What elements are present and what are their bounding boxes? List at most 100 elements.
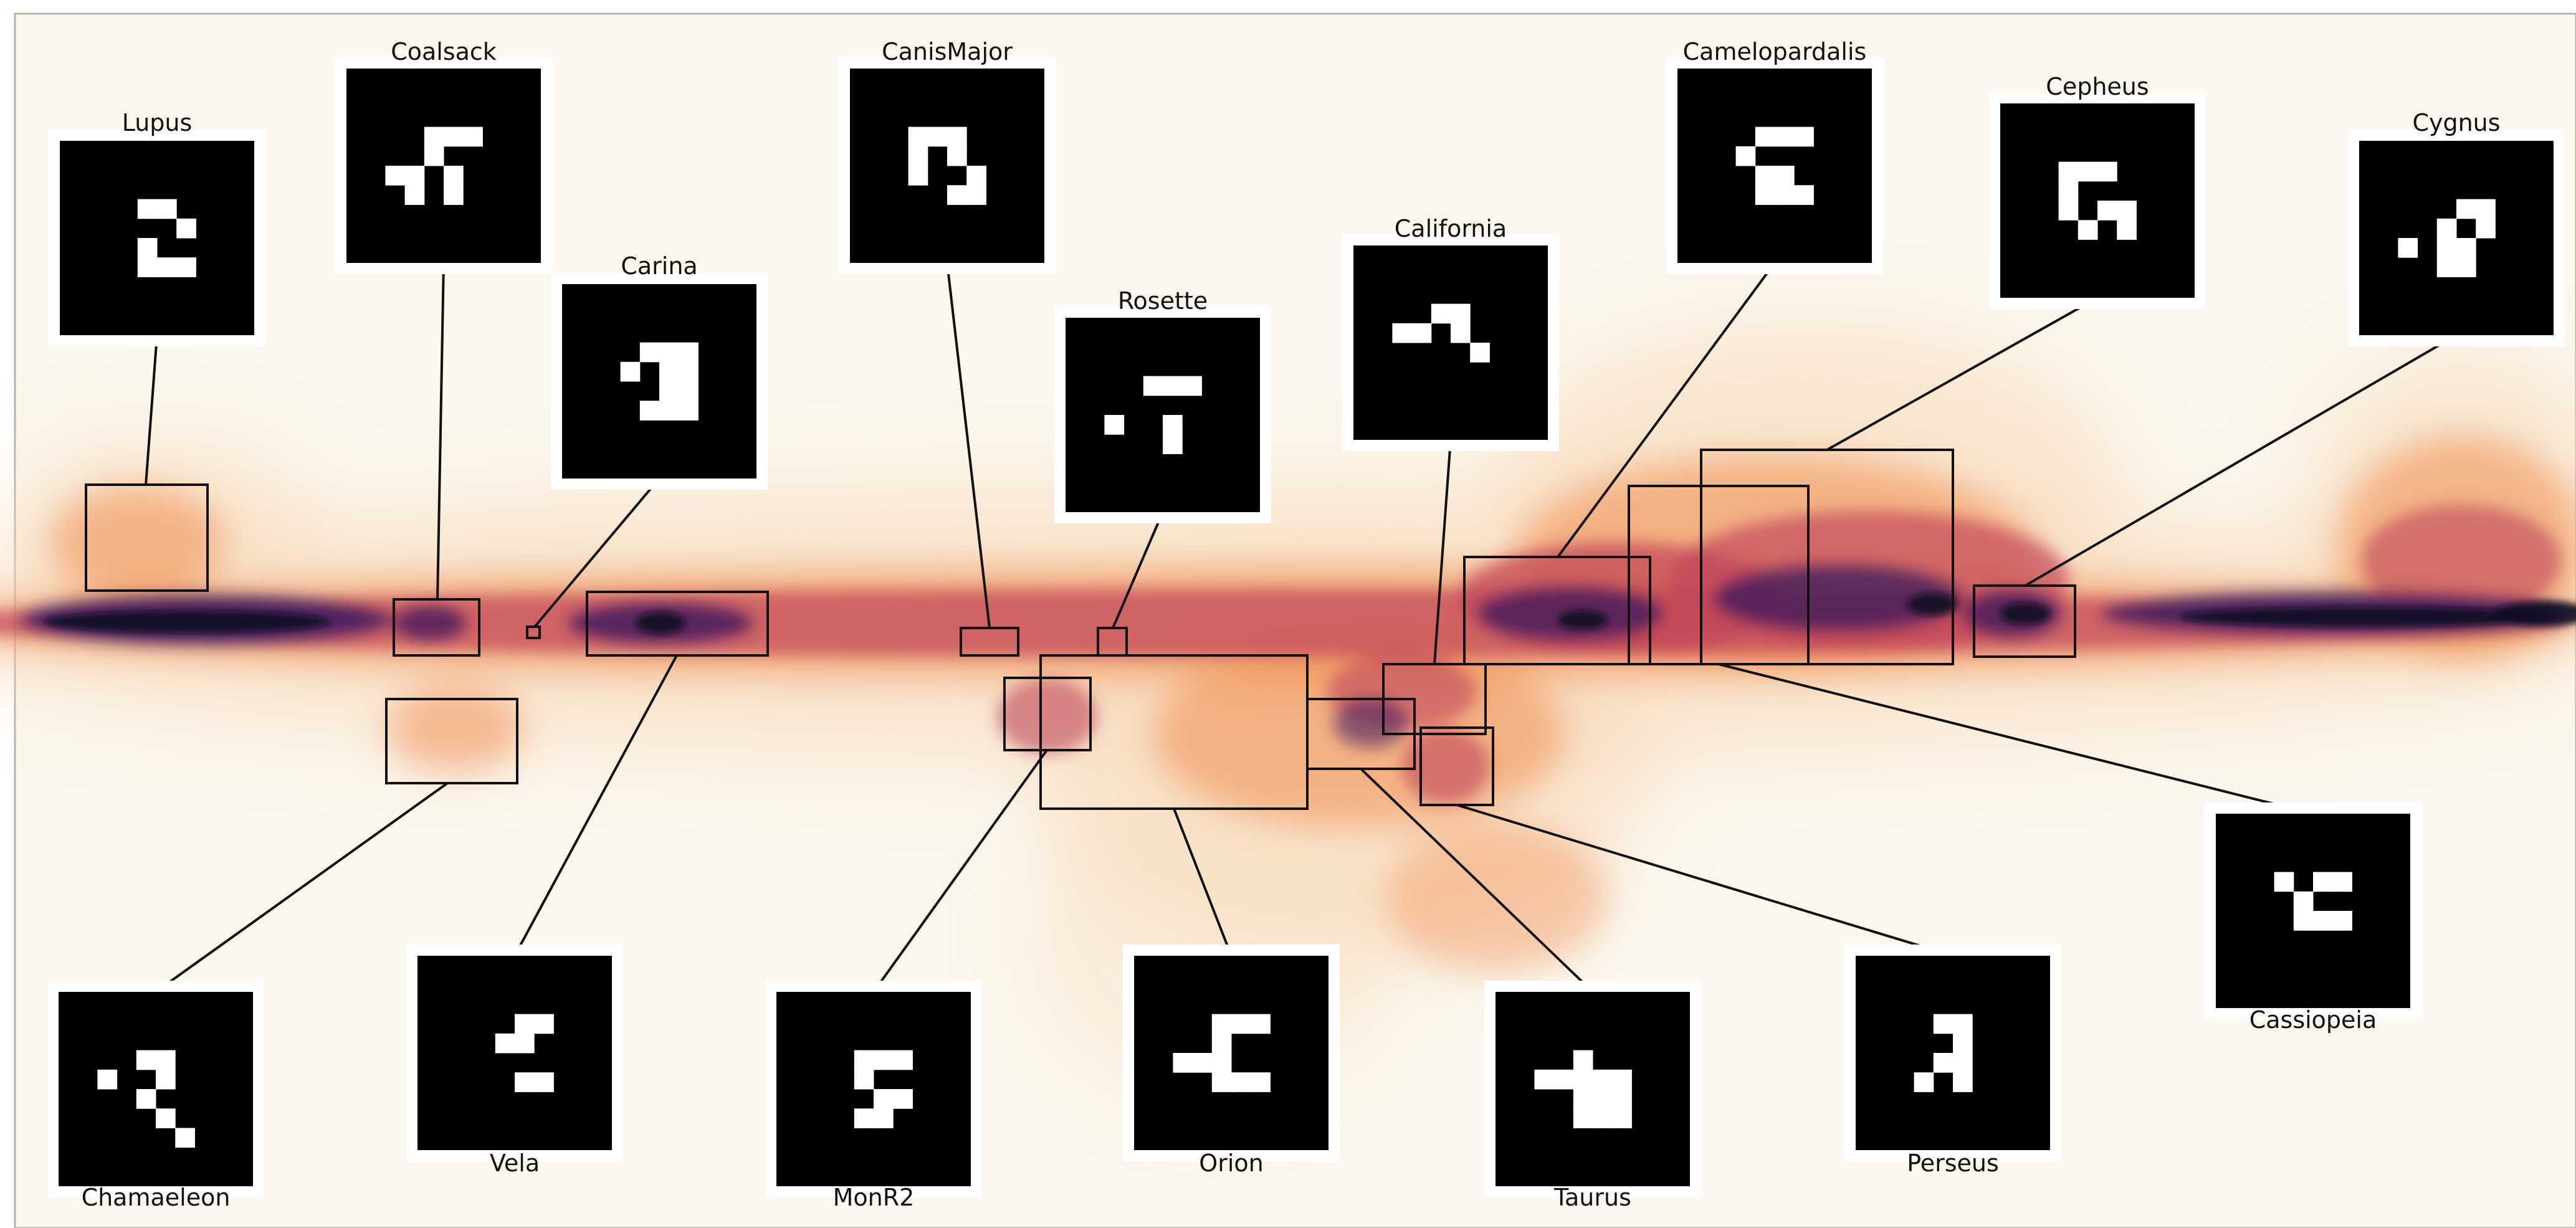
thumbnail-cassiopeia: Cassiopeia	[2205, 802, 2421, 1034]
thumbnail-pixel	[1593, 1089, 1613, 1109]
thumbnail-pixel	[424, 146, 444, 166]
thumbnail-canismajor: CanisMajor	[839, 38, 1056, 274]
thumbnail-pixel	[679, 342, 699, 363]
thumbnail-pixel	[1534, 1069, 1555, 1090]
thumbnail-pixel	[1593, 1108, 1613, 1128]
label-carina: Carina	[621, 252, 697, 280]
thumbnail-pixel	[1231, 1014, 1251, 1034]
label-cassiopeia: Cassiopeia	[2249, 1006, 2377, 1034]
thumbnail-pixel	[620, 361, 641, 382]
label-vela: Vela	[490, 1149, 540, 1177]
thumbnail-pixel	[463, 126, 483, 147]
thumbnail-pixel	[659, 342, 679, 363]
thumbnail-pixel	[404, 185, 425, 205]
thumbnail-pixel	[515, 1033, 535, 1054]
leader-line-chamaeleon	[155, 782, 449, 993]
thumbnail-pixel	[156, 1069, 176, 1090]
thumbnail-pixel	[2313, 911, 2333, 931]
leader-line-orion	[1173, 808, 1233, 956]
thumbnail-pixel	[966, 166, 986, 186]
region-box-coalsack	[393, 598, 480, 657]
thumbnail-pixel	[157, 199, 177, 219]
thumbnail-pixel	[679, 361, 699, 382]
thumbnail-pixel	[947, 126, 967, 147]
leader-line-cygnus	[2024, 334, 2458, 587]
region-thumbnails: Lupus Coalsack Carina CanisMajor Rosette…	[47, 38, 2565, 1211]
thumbnail-pixel	[2436, 218, 2457, 239]
thumbnail-pixel	[1163, 434, 1183, 454]
thumbnail-pixel	[1775, 126, 1795, 147]
region-box-cygnus	[1973, 584, 2076, 658]
thumbnail-pixel	[97, 1069, 118, 1090]
leader-line-rosette	[1112, 512, 1164, 629]
thumbnail-pixel	[2456, 238, 2476, 258]
label-lupus: Lupus	[122, 109, 193, 136]
thumbnail-pixel	[424, 126, 444, 147]
thumbnail-pixel	[444, 126, 464, 147]
leader-line-california	[1433, 439, 1452, 665]
label-cepheus: Cepheus	[2046, 73, 2149, 100]
thumbnail-pixel	[2097, 161, 2117, 182]
thumbnail-pixel	[175, 1128, 195, 1148]
leader-line-monr2	[872, 749, 1048, 993]
thumbnail-pixel	[2313, 872, 2333, 892]
thumbnail-pixel	[2058, 161, 2079, 182]
leader-line-taurus	[1360, 768, 1594, 993]
thumbnail-pixel	[927, 126, 948, 147]
thumbnail-pixel	[659, 361, 679, 382]
leader-line-coalsack	[436, 262, 445, 600]
thumbnail-orion: Orion	[1123, 945, 1340, 1177]
thumbnail-pixel	[1573, 1069, 1593, 1090]
label-rosette: Rosette	[1118, 287, 1208, 315]
thumbnail-pixel	[1933, 1053, 1953, 1073]
thumbnail-pixel	[854, 1108, 874, 1128]
thumbnail-pixel	[1933, 1014, 1953, 1034]
thumbnail-pixel	[893, 1089, 913, 1109]
thumbnail-pixel	[1411, 323, 1432, 343]
label-canismajor: CanisMajor	[882, 38, 1013, 65]
label-california: California	[1395, 215, 1507, 242]
thumbnail-pixel	[1775, 185, 1795, 205]
region-box-camelopardalis	[1463, 556, 1651, 665]
thumbnail-pixel	[2332, 911, 2352, 931]
leader-line-cassiopeia	[1718, 663, 2314, 815]
thumbnail-pixel	[1251, 1014, 1271, 1034]
thumbnail-cepheus: Cepheus	[1989, 73, 2206, 309]
thumbnail-pixel	[1173, 1053, 1193, 1073]
thumbnail-pixel	[1612, 1089, 1632, 1109]
thumbnail-pixel	[1451, 323, 1471, 343]
thumbnail-pixel	[534, 1072, 554, 1092]
thumbnail-cygnus: Cygnus	[2348, 109, 2565, 346]
thumbnail-pixel	[854, 1050, 874, 1070]
thumbnail-pixel	[908, 126, 928, 147]
label-cygnus: Cygnus	[2412, 109, 2500, 136]
thumbnail-pixel	[639, 342, 660, 363]
label-chamaeleon: Chamaeleon	[82, 1184, 231, 1211]
region-box-carina	[526, 626, 541, 639]
thumbnail-pixel	[495, 1033, 515, 1054]
thumbnail-pixel	[1612, 1069, 1632, 1090]
thumbnail-rosette: Rosette	[1054, 287, 1271, 523]
thumbnail-pixel	[1211, 1033, 1232, 1054]
thumbnail-pixel	[947, 185, 967, 205]
thumbnail-pixel	[2436, 238, 2457, 258]
thumbnail-pixel	[2097, 201, 2117, 221]
thumbnail-chamaeleon: Chamaeleon	[47, 981, 264, 1211]
thumbnail-pixel	[1163, 376, 1183, 396]
thumbnail-pixel	[1794, 185, 1814, 205]
thumbnail-pixel	[679, 401, 699, 421]
thumbnail-pixel	[2117, 220, 2137, 240]
dust-core-layer	[44, 593, 2576, 634]
thumbnail-pixel	[156, 1108, 176, 1128]
thumbnail-pixel	[404, 166, 425, 186]
thumbnail-pixel	[2476, 199, 2496, 219]
thumbnail-pixel	[659, 401, 679, 421]
thumbnail-pixel	[1953, 1053, 1973, 1073]
thumbnail-pixel	[1755, 126, 1775, 147]
thumbnail-taurus: Taurus	[1484, 981, 1701, 1211]
thumbnail-perseus: Perseus	[1844, 945, 2061, 1177]
thumbnail-pixel	[1612, 1108, 1632, 1128]
thumbnail-pixel	[1953, 1033, 1973, 1054]
thumbnail-pixel	[156, 1050, 176, 1070]
